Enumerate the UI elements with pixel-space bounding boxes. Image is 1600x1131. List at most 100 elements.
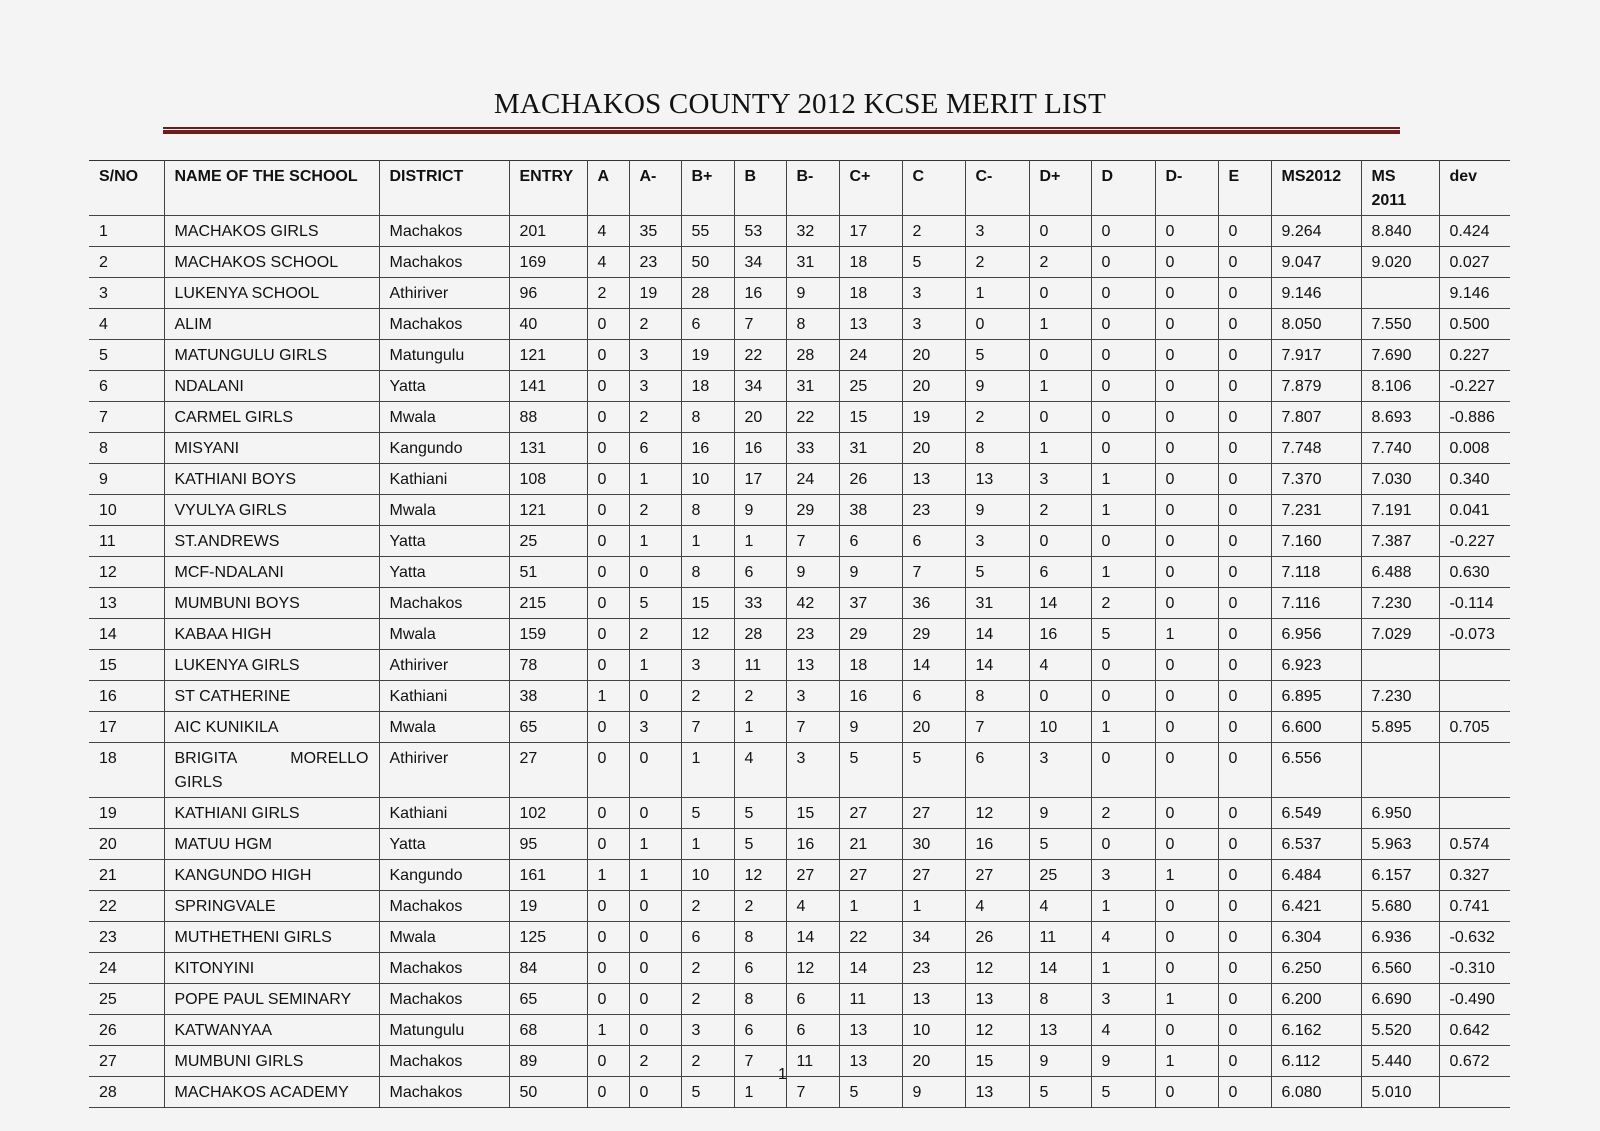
cell-grade-c: 1 [901, 890, 966, 922]
cell-dev [1438, 680, 1510, 712]
cell-grade-c-plus: 26 [838, 463, 903, 495]
cell-grade-a: 0 [586, 463, 630, 495]
cell-grade-b-minus: 7 [785, 525, 840, 557]
cell-dev [1438, 797, 1510, 829]
table-row: 21 KANGUNDO HIGH Kangundo 161 1 1 10 12 27 27 27 27… [89, 859, 1510, 891]
cell-grade-c-plus: 38 [838, 494, 903, 526]
cell-grade-d-plus: 10 [1028, 711, 1092, 743]
cell-ms2012: 6.080 [1270, 1076, 1362, 1108]
cell-dev: -0.227 [1438, 525, 1510, 557]
cell-grade-c: 7 [901, 556, 966, 588]
cell-entry: 40 [508, 308, 588, 340]
header-grade-d-minus: D- [1154, 160, 1219, 216]
cell-grade-c: 3 [901, 277, 966, 309]
cell-grade-e: 0 [1217, 1014, 1272, 1046]
header-dev: dev [1438, 160, 1510, 216]
cell-dev: -0.073 [1438, 618, 1510, 650]
cell-grade-b-minus: 11 [785, 1045, 840, 1077]
cell-grade-c-minus: 2 [964, 401, 1030, 433]
cell-sno: 23 [89, 921, 165, 953]
cell-grade-c: 20 [901, 339, 966, 371]
cell-grade-d-minus: 1 [1154, 859, 1219, 891]
cell-grade-d-minus: 0 [1154, 432, 1219, 464]
cell-grade-b-plus: 3 [680, 1014, 735, 1046]
cell-grade-b-minus: 13 [785, 649, 840, 681]
cell-entry: 159 [508, 618, 588, 650]
cell-grade-b-minus: 3 [785, 742, 840, 798]
cell-grade-d-minus: 0 [1154, 797, 1219, 829]
table-row: 26 KATWANYAA Matungulu 68 1 0 3 6 6 13 10 12 13 4 0 0 6.… [89, 1014, 1510, 1046]
cell-grade-c-plus: 27 [838, 859, 903, 891]
cell-grade-b: 7 [733, 308, 787, 340]
header-grade-a-minus: A- [628, 160, 682, 216]
cell-grade-c: 27 [901, 859, 966, 891]
cell-grade-d: 0 [1090, 525, 1156, 557]
cell-ms2012: 7.748 [1270, 432, 1362, 464]
cell-ms2012: 6.956 [1270, 618, 1362, 650]
table-row: 22 SPRINGVALE Machakos 19 0 0 2 2 4 1 1 4 4 1 0 0 6.421 5… [89, 890, 1510, 922]
cell-grade-c-plus: 18 [838, 246, 903, 278]
cell-entry: 19 [508, 890, 588, 922]
cell-school-name: KATHIANI GIRLS [163, 797, 380, 829]
cell-grade-e: 0 [1217, 649, 1272, 681]
cell-dev: 0.424 [1438, 215, 1510, 247]
cell-grade-d-plus: 9 [1028, 1045, 1092, 1077]
header-grade-e: E [1217, 160, 1272, 216]
cell-grade-d-minus: 0 [1154, 828, 1219, 860]
cell-district: Kathiani [378, 680, 510, 712]
cell-grade-a: 1 [586, 859, 630, 891]
cell-grade-c: 20 [901, 432, 966, 464]
cell-district: Machakos [378, 1076, 510, 1108]
cell-grade-d: 0 [1090, 308, 1156, 340]
cell-dev [1438, 742, 1510, 798]
cell-grade-c: 14 [901, 649, 966, 681]
cell-school-name: SPRINGVALE [163, 890, 380, 922]
cell-grade-b-minus: 23 [785, 618, 840, 650]
cell-district: Matungulu [378, 1014, 510, 1046]
header-school-name: NAME OF THE SCHOOL [163, 160, 380, 216]
cell-grade-a-minus: 0 [628, 556, 682, 588]
cell-grade-a-minus: 1 [628, 649, 682, 681]
cell-grade-b: 2 [733, 890, 787, 922]
cell-grade-b-minus: 29 [785, 494, 840, 526]
cell-grade-a-minus: 1 [628, 525, 682, 557]
cell-ms2012: 7.116 [1270, 587, 1362, 619]
cell-sno: 7 [89, 401, 165, 433]
cell-dev: 0.027 [1438, 246, 1510, 278]
cell-grade-d-minus: 0 [1154, 401, 1219, 433]
cell-grade-b-plus: 50 [680, 246, 735, 278]
cell-grade-a-minus: 5 [628, 587, 682, 619]
cell-grade-d-minus: 0 [1154, 1076, 1219, 1108]
cell-grade-a: 0 [586, 587, 630, 619]
cell-grade-c: 6 [901, 680, 966, 712]
table-row: 25 POPE PAUL SEMINARY Machakos 65 0 0 2 8 6 11 13 1… [89, 983, 1510, 1015]
cell-ms2012: 6.549 [1270, 797, 1362, 829]
header-district: DISTRICT [378, 160, 510, 216]
cell-grade-b-plus: 12 [680, 618, 735, 650]
cell-grade-b-plus: 3 [680, 649, 735, 681]
cell-dev: -0.632 [1438, 921, 1510, 953]
cell-grade-d-plus: 1 [1028, 370, 1092, 402]
table-row: 28 MACHAKOS ACADEMY Machakos 50 0 0 5 1 7 5 9 13 5 5 0… [89, 1076, 1510, 1108]
cell-grade-a: 0 [586, 525, 630, 557]
cell-school-name: KITONYINI [163, 952, 380, 984]
cell-ms2011 [1360, 277, 1440, 309]
header-grade-b-plus: B+ [680, 160, 735, 216]
cell-grade-a-minus: 35 [628, 215, 682, 247]
cell-grade-c: 30 [901, 828, 966, 860]
cell-grade-a-minus: 2 [628, 401, 682, 433]
cell-grade-c-plus: 17 [838, 215, 903, 247]
cell-grade-a-minus: 0 [628, 680, 682, 712]
cell-grade-e: 0 [1217, 370, 1272, 402]
cell-grade-a-minus: 1 [628, 828, 682, 860]
cell-grade-b: 34 [733, 246, 787, 278]
cell-grade-e: 0 [1217, 587, 1272, 619]
cell-ms2011: 6.936 [1360, 921, 1440, 953]
cell-grade-b: 8 [733, 921, 787, 953]
cell-grade-a: 4 [586, 215, 630, 247]
cell-grade-b-plus: 2 [680, 952, 735, 984]
cell-ms2011: 7.230 [1360, 680, 1440, 712]
cell-grade-c: 36 [901, 587, 966, 619]
cell-grade-c-plus: 14 [838, 952, 903, 984]
table-row: 23 MUTHETHENI GIRLS Mwala 125 0 0 6 8 14 22 34 26 11… [89, 921, 1510, 953]
